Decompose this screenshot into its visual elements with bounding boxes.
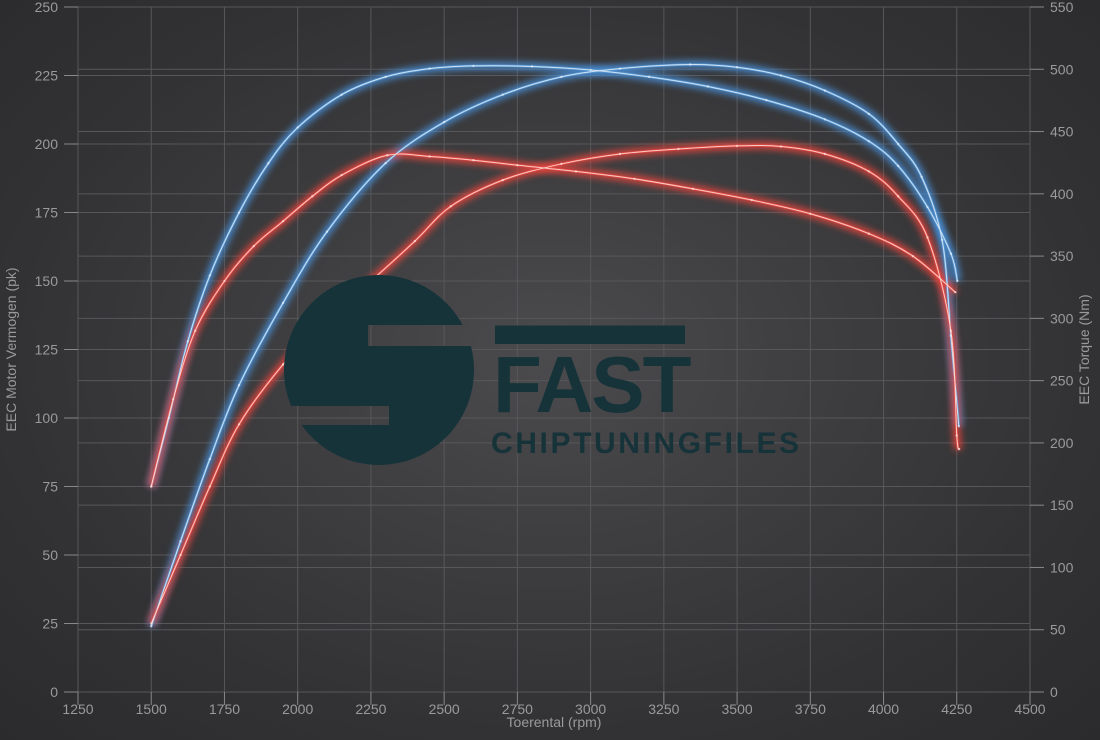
svg-text:FAST: FAST <box>493 340 692 429</box>
svg-text:CHIPTUNINGFILES: CHIPTUNINGFILES <box>491 427 802 460</box>
